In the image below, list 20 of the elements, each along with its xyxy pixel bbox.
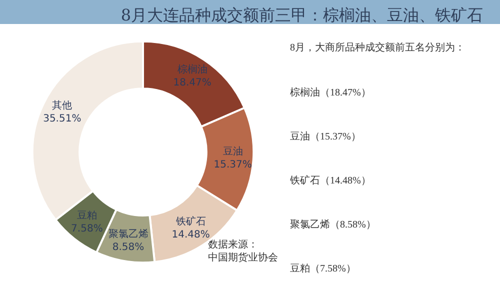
data-label: 14.48% [172, 229, 210, 240]
text: 中国期货业协会 [208, 252, 278, 264]
slice-label: 豆粕 [76, 210, 97, 222]
data-label: 18.47% [173, 78, 212, 89]
data-label: 7.58% [71, 223, 103, 234]
text: 聚氯乙烯（8.58%） [290, 218, 376, 230]
slice-label: 铁矿石 [174, 215, 206, 228]
text: 8月，大商所品种成交额前五名分别为： [290, 42, 465, 54]
slice-label: 豆油 [222, 146, 243, 158]
slice-label: 棕榈油 [177, 64, 208, 76]
data-label: 8.58% [112, 242, 144, 253]
slice-label: 聚氯乙烯 [108, 228, 148, 240]
text: 豆粕（7.58%） [290, 264, 356, 274]
text: 铁矿石（14.48%） [289, 174, 371, 186]
slice-label: 其他 [52, 99, 72, 112]
text: 棕榈油（18.47%） [290, 86, 371, 98]
data-label: 15.37% [214, 160, 252, 171]
text: 8月大连品种成交额前三甲：棕榈油、豆油、铁矿石 [120, 6, 484, 24]
text: 豆油（15.37%） [290, 130, 361, 142]
data-label: 35.51% [43, 113, 82, 124]
